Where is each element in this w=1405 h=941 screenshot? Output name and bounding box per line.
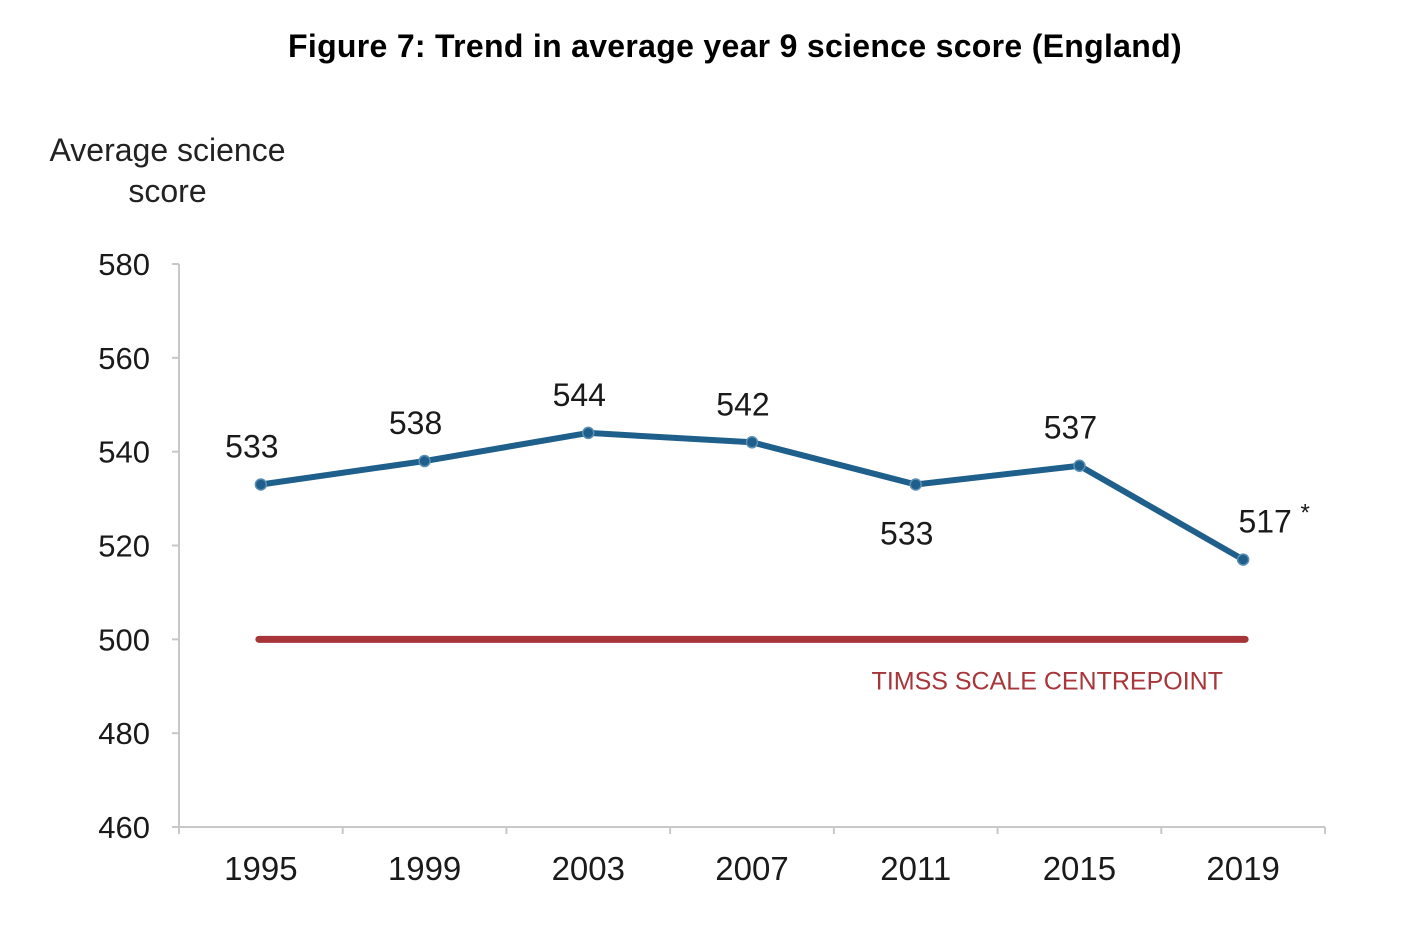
series-line: [257, 429, 1247, 563]
x-tick-label: 1999: [388, 850, 461, 887]
x-tick-label: 2015: [1043, 850, 1116, 887]
data-point-marker: [582, 426, 595, 440]
data-point-marker: [418, 454, 431, 468]
reference-line-label: TIMSS SCALE CENTREPOINT: [872, 667, 1223, 695]
y-tick-label: 540: [98, 435, 150, 470]
x-tick-label: 1995: [224, 850, 297, 887]
reference-line-group: TIMSS SCALE CENTREPOINT: [255, 635, 1249, 695]
chart-title: Figure 7: Trend in average year 9 scienc…: [288, 28, 1182, 64]
x-tick-label: 2011: [880, 850, 951, 887]
y-tick-label: 520: [98, 529, 150, 564]
y-tick-label: 500: [98, 622, 150, 657]
x-tick-label: 2003: [552, 850, 625, 887]
data-label: 533: [225, 429, 278, 465]
y-axis-label: Average science score: [30, 130, 305, 212]
data-point-marker: [745, 436, 759, 449]
data-point-marker: [1236, 553, 1250, 566]
data-label: 533: [880, 516, 933, 552]
data-labels-group: 533 538 544 542 533 537 517 *: [225, 377, 1310, 552]
y-tick-label: 480: [98, 716, 150, 751]
data-point-marker: [254, 478, 268, 491]
y-tick-label: 560: [98, 341, 150, 376]
y-tick-label: 460: [98, 810, 150, 845]
significance-asterisk: *: [1300, 500, 1309, 527]
data-label: 537: [1044, 410, 1097, 446]
y-axis-label-line-1: Average science: [49, 132, 286, 168]
data-label: 542: [716, 386, 769, 422]
data-point-marker: [909, 478, 922, 491]
data-label: 538: [389, 405, 442, 441]
x-tick-label: 2007: [715, 850, 788, 887]
data-point-marker: [1073, 459, 1086, 472]
y-tick-label: 580: [98, 247, 150, 282]
series-group: [254, 426, 1250, 566]
data-label: 517: [1238, 504, 1291, 540]
data-label: 544: [553, 377, 606, 413]
chart-axes: 460 480 500 520 540 560 580 1995 1999 2003 2007 201…: [98, 247, 1326, 887]
y-axis-label-line-2: score: [128, 173, 207, 209]
x-tick-label: 2019: [1206, 850, 1279, 887]
